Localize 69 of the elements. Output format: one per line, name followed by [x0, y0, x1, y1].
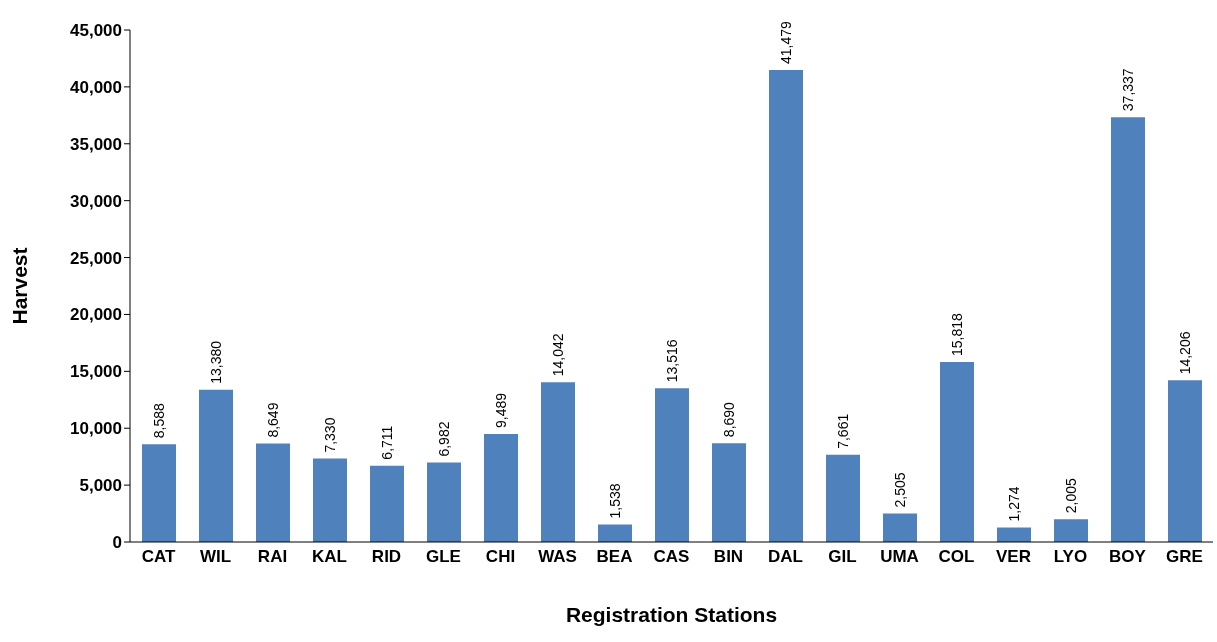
x-tick-label: CAT	[141, 547, 176, 567]
data-label: 7,330	[322, 417, 338, 453]
x-tick-label: KAL	[312, 547, 347, 567]
x-tick-label: CAS	[653, 547, 690, 567]
x-tick-label: GRE	[1166, 547, 1203, 567]
y-tick-label: 0	[112, 533, 122, 553]
x-tick-label: LYO	[1053, 547, 1088, 567]
x-tick-label: BEA	[596, 547, 633, 567]
bar	[370, 465, 404, 542]
bar	[883, 513, 917, 542]
data-label: 8,588	[151, 403, 167, 439]
y-tick-label: 40,000	[70, 77, 122, 97]
bar	[199, 389, 233, 542]
x-tick-label: COL	[938, 547, 975, 567]
bar	[712, 443, 746, 542]
y-tick-label: 25,000	[70, 248, 122, 268]
data-label: 41,479	[778, 21, 794, 65]
x-tick-label: WIL	[199, 547, 232, 567]
data-label: 14,206	[1177, 331, 1193, 375]
x-tick-label: VER	[996, 547, 1031, 567]
x-tick-label: CHI	[485, 547, 516, 567]
data-label: 6,982	[436, 421, 452, 457]
bar	[997, 527, 1031, 542]
x-tick-label: BIN	[713, 547, 744, 567]
x-tick-label: GIL	[828, 547, 857, 567]
data-label: 9,489	[493, 392, 509, 429]
data-label: 1,274	[1006, 486, 1022, 522]
data-label: 8,690	[721, 401, 737, 438]
y-tick-label: 45,000	[70, 21, 122, 41]
bar	[598, 524, 632, 542]
data-label: 37,337	[1120, 68, 1136, 112]
y-tick-label: 30,000	[70, 191, 122, 211]
bar	[427, 462, 461, 542]
x-tick-label: UMA	[880, 547, 919, 567]
data-label: 13,516	[664, 339, 680, 383]
y-tick-label: 15,000	[70, 362, 122, 382]
bar	[256, 443, 290, 542]
x-tick-label: RAI	[257, 547, 288, 567]
y-tick-label: 35,000	[70, 134, 122, 154]
bar	[313, 458, 347, 542]
x-tick-label: GLE	[426, 547, 461, 567]
bar	[541, 382, 575, 542]
x-axis-title: Registration Stations	[565, 603, 778, 626]
y-tick-label: 10,000	[70, 419, 122, 439]
x-tick-label: WAS	[538, 547, 577, 567]
data-label: 6,711	[379, 425, 395, 460]
bar	[940, 362, 974, 542]
y-tick-label: 20,000	[70, 305, 122, 325]
x-tick-label: RID	[371, 547, 402, 567]
y-axis-title: Harvest	[8, 247, 32, 325]
bar	[1168, 380, 1202, 542]
x-tick-label: BOY	[1109, 547, 1147, 567]
data-label: 1,538	[607, 483, 623, 519]
x-tick-label: DAL	[768, 547, 803, 567]
bar	[484, 434, 518, 542]
bar	[1054, 519, 1088, 542]
data-label: 2,505	[892, 472, 908, 508]
data-label: 2,005	[1063, 477, 1079, 514]
data-label: 13,380	[208, 340, 224, 384]
bar	[1111, 117, 1145, 542]
y-tick-label: 5,000	[79, 476, 122, 496]
data-label: 14,042	[550, 333, 566, 377]
data-label: 15,818	[949, 312, 965, 357]
bar	[142, 444, 176, 542]
bar	[769, 70, 803, 542]
data-label: 7,661	[835, 413, 851, 449]
bar	[655, 388, 689, 542]
data-label: 8,649	[265, 402, 281, 438]
bar	[826, 454, 860, 542]
